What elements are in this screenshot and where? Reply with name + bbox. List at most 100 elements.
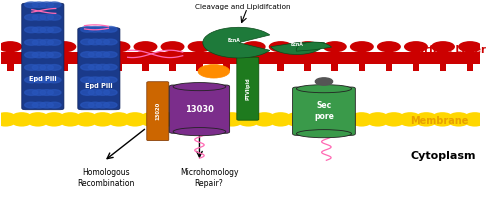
Circle shape <box>80 102 94 108</box>
Circle shape <box>104 52 117 57</box>
Circle shape <box>96 39 110 45</box>
Ellipse shape <box>458 41 482 52</box>
Text: 13020: 13020 <box>156 102 160 120</box>
Circle shape <box>12 112 31 120</box>
Circle shape <box>0 118 15 126</box>
Circle shape <box>80 77 94 83</box>
FancyBboxPatch shape <box>147 82 169 141</box>
Circle shape <box>88 52 102 57</box>
Circle shape <box>88 90 102 95</box>
Bar <box>358 63 365 71</box>
Circle shape <box>142 118 161 126</box>
Circle shape <box>12 118 31 126</box>
Circle shape <box>316 78 332 85</box>
Text: Cytoplasm: Cytoplasm <box>410 151 476 161</box>
Circle shape <box>60 112 80 120</box>
Circle shape <box>48 77 61 83</box>
Circle shape <box>96 27 110 32</box>
Circle shape <box>288 118 306 126</box>
Circle shape <box>352 118 371 126</box>
Circle shape <box>44 112 64 120</box>
Circle shape <box>48 40 61 45</box>
Circle shape <box>190 118 209 126</box>
Bar <box>169 63 176 71</box>
Circle shape <box>417 112 436 120</box>
Circle shape <box>466 112 484 120</box>
Circle shape <box>40 102 54 108</box>
Ellipse shape <box>323 41 347 52</box>
Circle shape <box>384 112 404 120</box>
Text: Sec
pore: Sec pore <box>314 102 334 121</box>
Ellipse shape <box>296 85 352 93</box>
Ellipse shape <box>296 41 320 52</box>
Circle shape <box>126 112 144 120</box>
FancyBboxPatch shape <box>22 3 64 110</box>
Circle shape <box>48 65 61 70</box>
Text: PTVlipid: PTVlipid <box>246 77 250 100</box>
Circle shape <box>40 2 54 8</box>
Circle shape <box>80 90 94 95</box>
Ellipse shape <box>431 41 455 52</box>
Circle shape <box>32 77 46 83</box>
Circle shape <box>40 14 54 20</box>
Circle shape <box>32 52 46 58</box>
Circle shape <box>255 118 274 126</box>
Circle shape <box>104 27 117 32</box>
Circle shape <box>40 90 54 95</box>
Circle shape <box>104 102 117 108</box>
Circle shape <box>60 118 80 126</box>
Circle shape <box>32 14 46 20</box>
Circle shape <box>417 118 436 126</box>
Bar <box>7 63 14 71</box>
Ellipse shape <box>404 41 428 52</box>
Circle shape <box>32 65 46 70</box>
Circle shape <box>336 112 355 120</box>
Text: 13030: 13030 <box>185 105 214 114</box>
Bar <box>115 63 122 71</box>
Circle shape <box>142 112 161 120</box>
Text: EcnA: EcnA <box>228 38 240 43</box>
Bar <box>0 117 480 122</box>
Bar <box>440 63 446 71</box>
Ellipse shape <box>242 41 266 52</box>
Ellipse shape <box>173 128 226 136</box>
Circle shape <box>80 27 94 32</box>
Circle shape <box>104 39 117 45</box>
Circle shape <box>255 112 274 120</box>
Circle shape <box>40 27 54 33</box>
Ellipse shape <box>377 41 401 52</box>
FancyBboxPatch shape <box>237 57 259 120</box>
Circle shape <box>40 65 54 70</box>
Circle shape <box>32 90 46 95</box>
Bar <box>386 63 392 71</box>
Circle shape <box>96 52 110 57</box>
Circle shape <box>40 77 54 83</box>
Bar <box>332 63 338 71</box>
Circle shape <box>104 77 117 83</box>
Circle shape <box>32 27 46 33</box>
Circle shape <box>110 118 128 126</box>
Ellipse shape <box>0 41 22 52</box>
Circle shape <box>24 14 38 20</box>
Circle shape <box>88 27 102 32</box>
Circle shape <box>368 118 387 126</box>
Circle shape <box>239 118 258 126</box>
Bar <box>0 52 480 64</box>
Ellipse shape <box>296 130 352 138</box>
Circle shape <box>32 102 46 108</box>
Circle shape <box>40 52 54 58</box>
Circle shape <box>206 118 226 126</box>
Circle shape <box>96 77 110 83</box>
Circle shape <box>80 64 94 70</box>
Text: EcnA: EcnA <box>290 42 303 47</box>
Circle shape <box>368 112 387 120</box>
Circle shape <box>48 27 61 33</box>
Circle shape <box>24 90 38 95</box>
Circle shape <box>88 102 102 108</box>
Text: Membrane: Membrane <box>410 116 469 126</box>
Ellipse shape <box>350 41 374 52</box>
Circle shape <box>271 118 290 126</box>
Circle shape <box>77 112 96 120</box>
Bar <box>466 63 473 71</box>
Wedge shape <box>203 27 270 58</box>
